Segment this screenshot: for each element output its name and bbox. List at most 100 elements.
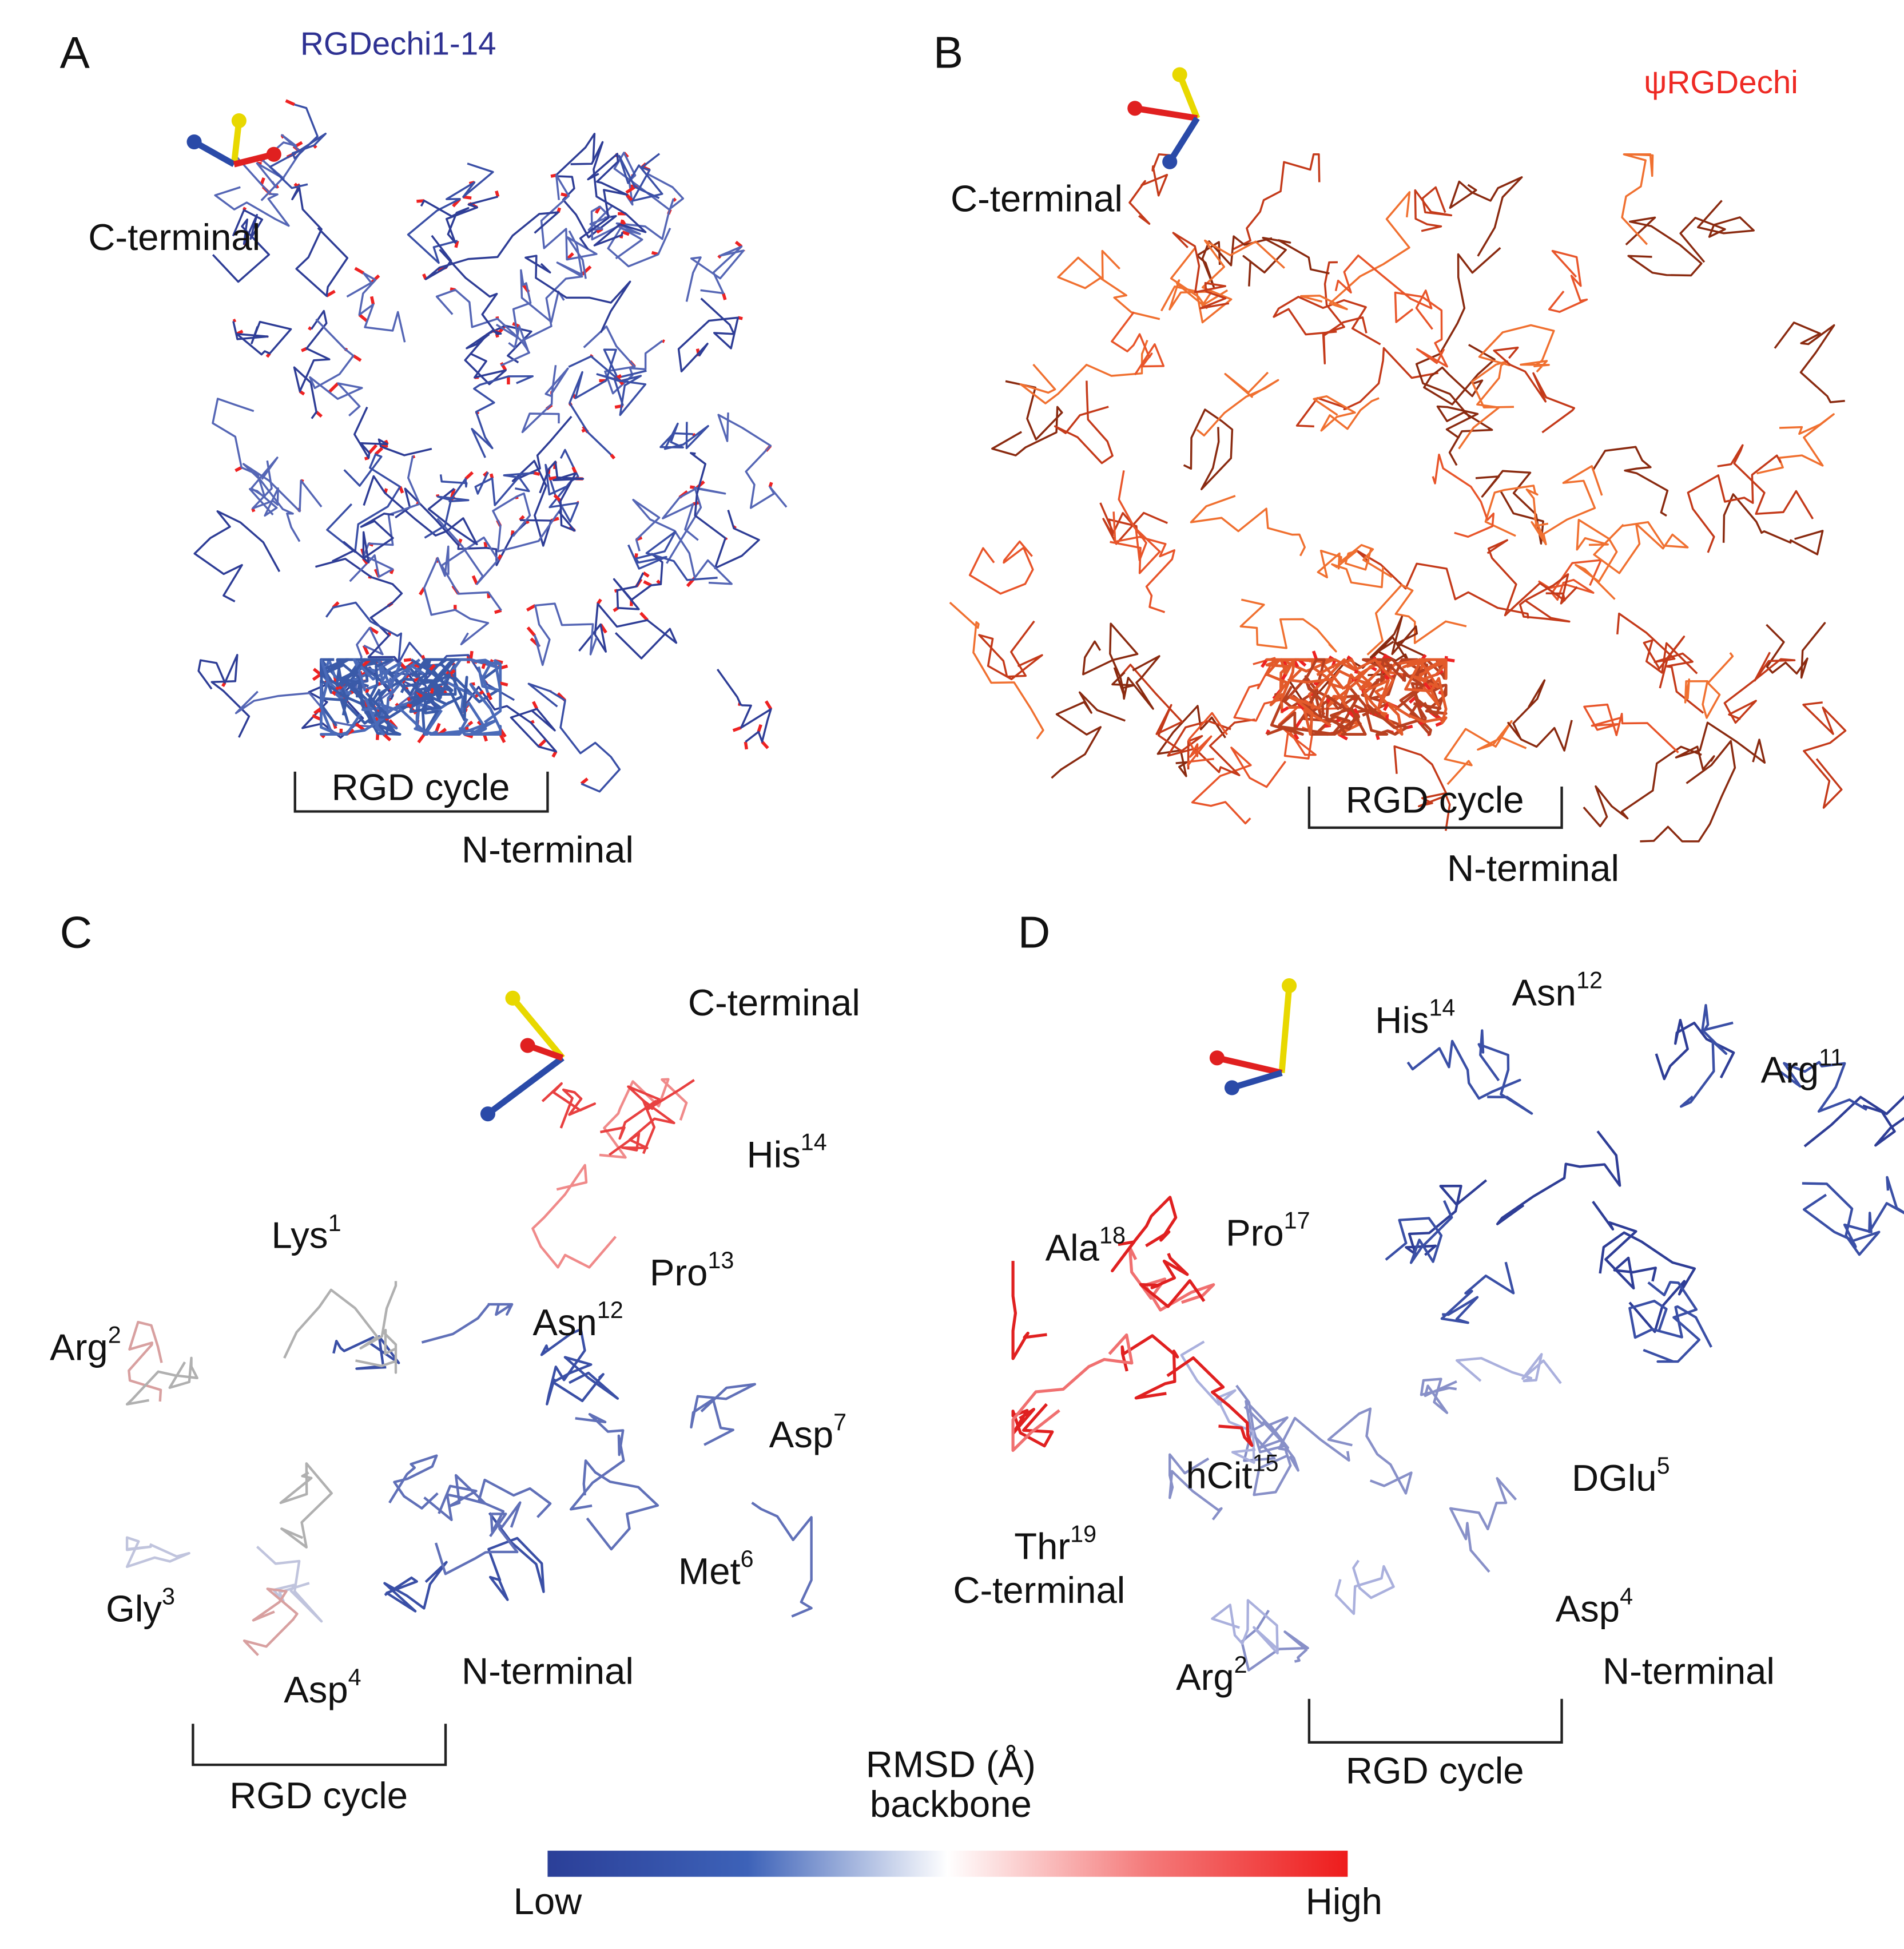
backbone [524,255,631,334]
annotation: N-terminal [1447,847,1619,889]
residue-label: Asn12 [532,1297,623,1343]
atom-bond [1445,658,1455,662]
backbone [424,474,470,539]
axis-arrow [1278,985,1293,1073]
panel-label: D [1018,907,1051,958]
backbone [1583,703,1679,753]
backbone [1253,1416,1350,1497]
atom-bond [764,700,773,710]
residue-name: Asn [532,1301,597,1343]
atom-bond [548,475,558,481]
backbone [1519,573,1578,623]
backbone [1119,664,1203,769]
residue-name: Gly [106,1588,162,1630]
backbone [1338,685,1409,736]
bracket [293,771,549,813]
backbone [421,1303,514,1344]
atom-bond [325,289,336,297]
backbone [539,461,585,532]
backbone [1717,444,1814,519]
annotation: N-terminal [462,1650,634,1692]
backbone [355,1328,398,1374]
backbone [1211,1599,1279,1655]
backbone [1011,1403,1054,1448]
axis-head [1162,154,1178,169]
annotation: RGD cycle [332,767,510,808]
atom-bond [744,741,749,750]
backbone [293,309,331,419]
backbone [1599,1231,1696,1333]
backbone [1723,652,1796,724]
backbone [388,1454,439,1510]
annotation: RGD cycle [1346,1749,1524,1791]
backbone [1684,652,1734,719]
residue-number: 7 [833,1409,846,1435]
backbone [128,1320,163,1402]
residue-name: Asp [769,1414,833,1455]
backbone [492,492,564,553]
backbone [1355,549,1529,619]
residue-number: 1 [328,1210,341,1236]
atom-bond [1382,702,1390,712]
backbone [279,1462,333,1549]
atom-bond [352,354,362,362]
atom-bond [761,740,769,749]
bracket [1307,1698,1563,1744]
backbone [283,1281,398,1359]
atom-bond [435,723,441,733]
backbone [1455,1353,1562,1384]
backbone [968,540,1034,595]
atom-bond [525,520,530,525]
bracket [1307,786,1563,829]
backbone [1440,1261,1515,1324]
backbone [1592,1201,1657,1290]
backbone [1172,232,1230,309]
residue-name: Met [678,1550,741,1592]
atom-bond [383,733,392,741]
backbone [1432,454,1495,538]
residue-number: 11 [1819,1044,1843,1070]
backbone [495,269,565,339]
backbone [1803,1095,1904,1148]
backbone [291,184,349,297]
backbone [395,487,527,566]
backbone [609,1099,675,1156]
backbone [1167,718,1255,776]
annotation: C-terminal [951,178,1123,220]
backbone [1679,200,1755,263]
backbone [1414,186,1453,232]
backbone [569,348,647,456]
axis-arrow [192,139,236,167]
backbone [474,471,535,506]
residue-label: hCit15 [1186,1450,1279,1497]
residue-name: Asn [1512,972,1576,1014]
backbone [1300,191,1411,311]
residue-number: 12 [1576,967,1603,993]
backbone [352,658,421,692]
backbone [320,664,425,736]
residue-label: Arg2 [50,1322,121,1368]
backbone [1051,691,1126,779]
backbone [383,1561,448,1613]
backbone [1507,679,1573,752]
axis-arrow [1216,1054,1283,1076]
backbone [439,682,502,736]
backbone [125,1536,190,1569]
backbone [551,1356,619,1403]
colorbar-low: Low [514,1880,583,1922]
backbone [1289,668,1334,736]
backbone [717,412,788,509]
atom-bond [358,313,369,323]
backbone [471,375,534,458]
atom-bond [757,724,762,733]
backbone [423,1474,487,1522]
residue-label: Ala18 [1046,1222,1126,1268]
residue-label: Lys1 [271,1210,341,1256]
annotation: RGD cycle [229,1775,408,1816]
atom-bond [580,777,589,785]
residue-number: 19 [1070,1521,1096,1547]
backbone [1242,237,1330,287]
backbone [407,162,494,264]
backbone [582,1459,659,1551]
backbone [472,658,502,724]
